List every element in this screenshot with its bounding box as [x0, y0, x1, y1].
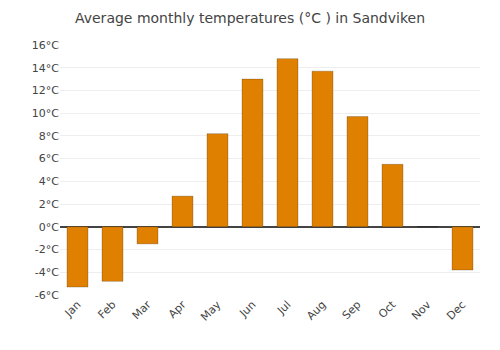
svg-text:Feb: Feb: [96, 298, 119, 321]
svg-text:-6°C: -6°C: [35, 289, 59, 302]
svg-text:8°C: 8°C: [39, 130, 59, 143]
svg-text:10°C: 10°C: [32, 107, 59, 120]
svg-text:Jun: Jun: [236, 298, 258, 320]
svg-text:Dec: Dec: [444, 298, 468, 322]
svg-text:-2°C: -2°C: [35, 243, 59, 256]
svg-text:2°C: 2°C: [39, 198, 59, 211]
svg-text:4°C: 4°C: [39, 175, 59, 188]
svg-text:6°C: 6°C: [39, 152, 59, 165]
svg-text:Apr: Apr: [166, 298, 189, 321]
svg-text:Jan: Jan: [62, 298, 84, 320]
svg-text:16°C: 16°C: [32, 39, 59, 52]
svg-text:Nov: Nov: [409, 298, 434, 323]
svg-text:Jul: Jul: [274, 298, 293, 317]
svg-text:0°C: 0°C: [39, 221, 59, 234]
svg-text:12°C: 12°C: [32, 84, 59, 97]
svg-text:May: May: [198, 298, 224, 324]
svg-text:Average monthly temperatures (: Average monthly temperatures (°C ) in Sa…: [75, 10, 425, 26]
svg-text:14°C: 14°C: [32, 62, 59, 75]
svg-text:Oct: Oct: [376, 298, 399, 321]
svg-text:Aug: Aug: [304, 298, 328, 322]
svg-text:Sep: Sep: [340, 298, 364, 322]
svg-text:Mar: Mar: [130, 298, 154, 322]
svg-text:-4°C: -4°C: [35, 266, 59, 279]
